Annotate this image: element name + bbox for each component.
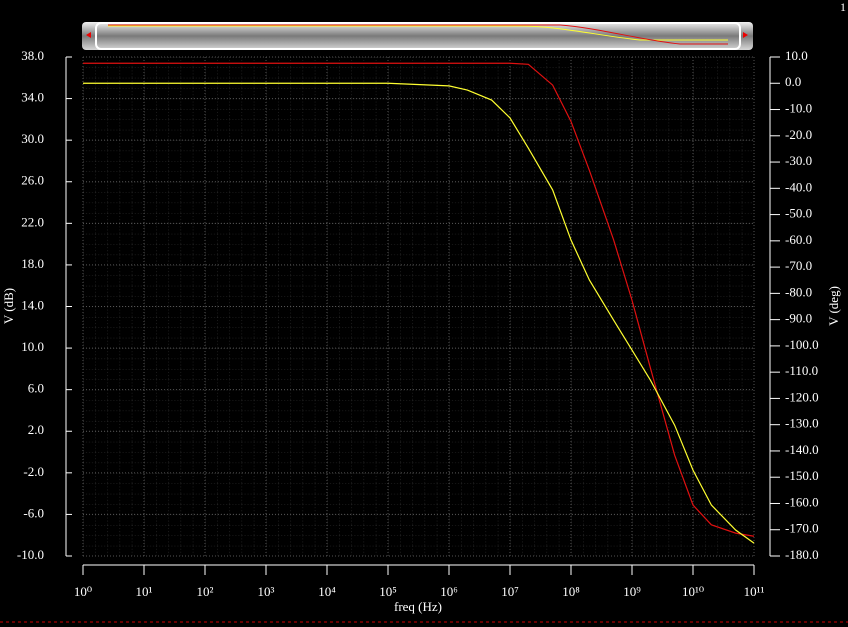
y2-tick-label: -100.0 (785, 337, 819, 352)
y-tick-label: 2.0 (28, 422, 44, 437)
y2-tick-label: 0.0 (785, 74, 801, 89)
x-tick-label: 10⁷ (501, 584, 519, 599)
corner-label: 1 (840, 0, 846, 14)
y2-tick-label: 10.0 (785, 48, 808, 63)
y2-tick-label: -70.0 (785, 258, 812, 273)
y2-tick-label: -140.0 (785, 442, 819, 457)
y2-tick-label: -110.0 (785, 363, 818, 378)
x-tick-label: 10⁰ (74, 584, 92, 599)
y-tick-label: 26.0 (21, 173, 44, 188)
overview-curve (108, 25, 728, 41)
x-tick-label: 10³ (258, 584, 275, 599)
x-tick-label: 10⁸ (562, 584, 580, 599)
x-tick-label: 10⁹ (623, 584, 641, 599)
y2-tick-label: -50.0 (785, 206, 812, 221)
x-tick-label: 10¹⁰ (682, 584, 704, 599)
y2-tick-label: -130.0 (785, 416, 819, 431)
overview-curve (108, 24, 728, 45)
y-tick-label: 38.0 (21, 48, 44, 63)
y2-tick-label: -180.0 (785, 547, 819, 562)
series-line (83, 62, 755, 537)
y2-tick-label: -40.0 (785, 179, 812, 194)
y2-tick-label: -170.0 (785, 521, 819, 536)
y-axis-title: V (dB) (1, 288, 16, 324)
y-tick-label: 10.0 (21, 339, 44, 354)
y-tick-label: 6.0 (28, 381, 44, 396)
y2-axis-title: V (deg) (826, 286, 841, 326)
x-tick-label: 10² (197, 584, 214, 599)
y-tick-label: 22.0 (21, 214, 44, 229)
x-tick-label: 10⁵ (379, 584, 397, 599)
x-tick-label: 10⁶ (440, 584, 458, 599)
series-line (83, 82, 755, 544)
y2-tick-label: -120.0 (785, 389, 819, 404)
y-tick-label: 18.0 (21, 256, 44, 271)
y2-tick-label: -60.0 (785, 232, 812, 247)
x-axis-title: freq (Hz) (394, 599, 442, 614)
overview-bar[interactable] (82, 22, 753, 50)
x-tick-label: 10¹ (136, 584, 153, 599)
y-tick-label: 30.0 (21, 131, 44, 146)
y2-tick-label: -10.0 (785, 101, 812, 116)
y-tick-label: -10.0 (17, 547, 44, 562)
y-tick-label: -6.0 (23, 505, 44, 520)
y2-tick-label: -30.0 (785, 153, 812, 168)
y-tick-label: 14.0 (21, 297, 44, 312)
y2-tick-label: -160.0 (785, 494, 819, 509)
x-tick-label: 10¹¹ (744, 584, 765, 599)
x-tick-label: 10⁴ (318, 584, 336, 599)
y2-tick-label: -80.0 (785, 284, 812, 299)
overview-window[interactable] (95, 22, 741, 50)
y2-tick-label: -150.0 (785, 468, 819, 483)
y-tick-label: -2.0 (23, 464, 44, 479)
y2-tick-label: -20.0 (785, 127, 812, 142)
y-tick-label: 34.0 (21, 90, 44, 105)
y2-tick-label: -90.0 (785, 311, 812, 326)
